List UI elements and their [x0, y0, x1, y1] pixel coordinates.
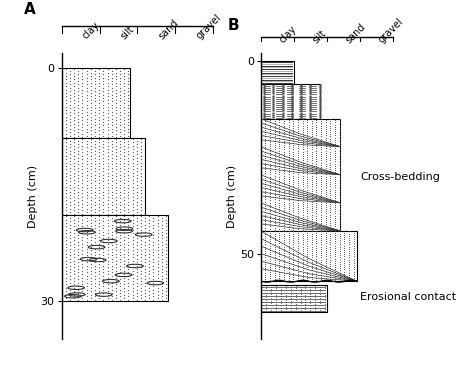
Text: Erosional contact: Erosional contact: [360, 292, 456, 302]
Y-axis label: Depth (cm): Depth (cm): [227, 164, 237, 228]
Text: sand: sand: [156, 17, 180, 41]
Text: silt: silt: [118, 24, 136, 41]
Bar: [261, 119, 340, 231]
Bar: [62, 215, 168, 300]
Bar: [261, 231, 357, 281]
Text: silt: silt: [310, 28, 328, 45]
Bar: [261, 61, 294, 84]
Y-axis label: Depth (cm): Depth (cm): [28, 164, 38, 228]
Text: A: A: [24, 2, 36, 17]
Text: gravel: gravel: [194, 12, 223, 41]
Text: gravel: gravel: [377, 16, 406, 45]
Text: clay: clay: [277, 24, 299, 45]
Text: Cross-bedding: Cross-bedding: [360, 172, 440, 182]
Bar: [62, 68, 130, 138]
Bar: [261, 285, 327, 312]
Text: sand: sand: [344, 21, 367, 45]
Text: B: B: [228, 18, 239, 32]
Text: clay: clay: [81, 20, 102, 41]
Bar: [261, 84, 320, 119]
Bar: [62, 138, 145, 215]
